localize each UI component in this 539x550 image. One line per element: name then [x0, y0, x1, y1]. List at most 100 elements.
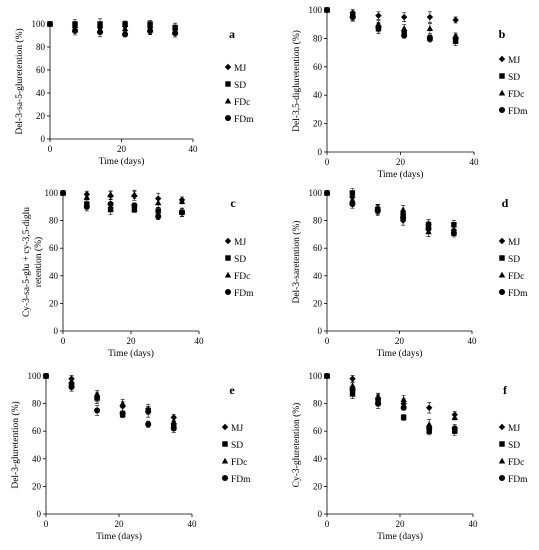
data-point-fdm: [374, 207, 381, 214]
y-tick-label: 40: [313, 271, 323, 281]
data-point-fdc: [170, 418, 177, 425]
data-point-fdc: [121, 25, 129, 32]
y-tick-label: 20: [49, 298, 59, 308]
data-point-fdm: [323, 6, 331, 14]
y-tick-label: 80: [313, 399, 323, 409]
x-axis-label: Time (days): [96, 531, 142, 542]
y-tick-label: 0: [41, 134, 46, 144]
y-axis-label: Cy-3-sa-5-glu + cy-3,5-diglu: [22, 207, 32, 317]
x-axis-label: Time (days): [378, 169, 424, 180]
y-tick-label: 60: [36, 65, 46, 75]
y-tick-label: 60: [49, 243, 59, 253]
data-point-fdc: [145, 405, 152, 412]
legend-marker-sd: [225, 81, 231, 87]
panel-letter: d: [502, 196, 509, 210]
data-point-sd: [107, 206, 114, 213]
data-point-sd: [72, 21, 78, 27]
data-point-sd: [122, 21, 128, 27]
x-tick-label: 0: [325, 157, 330, 167]
y-tick-label: 100: [28, 371, 42, 381]
data-point-fdm: [400, 404, 407, 411]
legend-marker-fdm: [498, 106, 506, 114]
data-point-fdm: [170, 425, 177, 432]
legend-label: FDc: [231, 458, 247, 468]
data-point-fdm: [451, 425, 458, 432]
panel-f: 0 20 40 60 80 100 0 20 40 Time (days) Cy-3-glurete…: [291, 371, 528, 542]
data-point-fdm: [426, 425, 433, 432]
y-tick-label: 20: [313, 298, 323, 308]
legend-label: MJ: [508, 424, 520, 434]
data-point-fdc: [374, 393, 382, 400]
panel-a: 0 20 40 60 80 100 0 20 40 Time (days) Del-3-sa-5-g…: [14, 18, 254, 167]
data-point-fdm: [401, 32, 408, 39]
legend-marker-fdc: [221, 457, 229, 464]
legend-marker-fdc: [224, 97, 232, 104]
panel-letter: f: [503, 383, 508, 397]
legend-marker-mj: [498, 423, 506, 431]
x-tick-label: 0: [48, 144, 53, 154]
x-tick-label: 40: [469, 519, 479, 529]
y-tick-label: 60: [313, 62, 323, 72]
x-axis-label: Time (days): [99, 156, 145, 167]
legend-marker-sd: [499, 255, 505, 261]
y-axis-label: Del-3,5-digluretention (%): [291, 30, 302, 132]
data-point-sd: [451, 222, 457, 228]
y-tick-label: 80: [32, 399, 42, 409]
y-tick-label: 40: [32, 454, 42, 464]
data-point-fdm: [107, 201, 114, 208]
legend-marker-fdc: [498, 457, 506, 464]
y-tick-label: 20: [313, 119, 323, 129]
data-point-mj: [400, 13, 408, 21]
data-point-fdc: [155, 199, 162, 206]
y-tick-label: 100: [309, 5, 323, 15]
legend: MJ SD FDc FDm: [498, 55, 528, 117]
data-point-fdc: [131, 191, 138, 197]
y-tick-label: 80: [313, 33, 323, 43]
data-point-fdm: [323, 189, 331, 197]
legend-marker-fdm: [224, 114, 232, 122]
data-point-mj: [349, 375, 356, 382]
data-point-fdm: [178, 209, 186, 216]
legend-label: FDm: [234, 289, 254, 299]
data-point-fdm: [46, 20, 54, 28]
legend-label: FDc: [508, 458, 524, 468]
y-tick-label: 100: [45, 188, 59, 198]
data-point-fdm: [147, 27, 154, 34]
data-point-fdm: [452, 35, 459, 42]
legend-marker-fdm: [221, 474, 229, 482]
legend-marker-mj: [221, 423, 229, 431]
legend-marker-sd: [222, 441, 228, 447]
y-axis-label: retention (%): [33, 237, 44, 287]
data-point-fdm: [122, 31, 129, 38]
x-tick-label: 20: [396, 157, 406, 167]
data-point-mj: [170, 414, 177, 421]
data-point-fdc: [400, 396, 407, 403]
data-point-sd: [155, 208, 161, 214]
x-tick-label: 20: [115, 519, 125, 529]
legend-marker-fdm: [498, 474, 506, 482]
legend-marker-sd: [499, 441, 505, 447]
data-point-fdm: [172, 30, 179, 37]
y-tick-label: 60: [313, 243, 323, 253]
data-point-fdm: [426, 35, 433, 42]
panel-c: 0 20 40 60 80 100 0 20 40 Time (days) Cy-3-sa-5-gl…: [22, 188, 254, 359]
data-point-fdm: [450, 229, 457, 237]
legend-label: FDc: [508, 90, 524, 100]
x-tick-label: 0: [325, 336, 330, 346]
y-tick-label: 0: [54, 326, 59, 336]
y-tick-label: 0: [37, 509, 42, 519]
data-point-fdm: [425, 225, 432, 232]
data-point-sd: [97, 21, 103, 27]
data-point-fdc: [93, 390, 101, 397]
data-point-mj: [375, 12, 382, 19]
y-axis-label: Del-3-gluretention (%): [10, 401, 21, 488]
legend-label: FDm: [508, 289, 528, 299]
data-point-fdm: [375, 400, 382, 407]
x-tick-label: 40: [468, 336, 478, 346]
data-point-fdm: [375, 24, 382, 31]
y-tick-label: 80: [49, 216, 59, 226]
legend-marker-mj: [498, 237, 506, 245]
x-tick-label: 0: [325, 519, 330, 529]
data-point-fdc: [426, 25, 434, 32]
